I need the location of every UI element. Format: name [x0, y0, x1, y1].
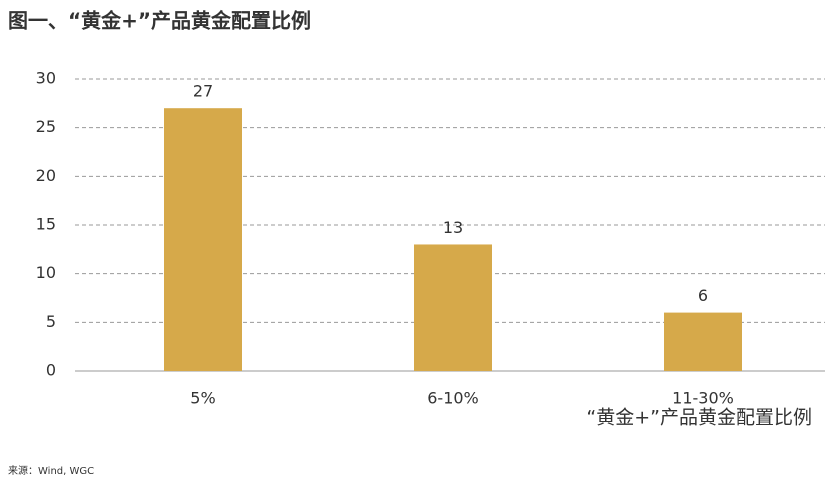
y-tick-label: 25	[36, 117, 56, 136]
y-tick-label: 0	[46, 361, 56, 380]
bar	[664, 312, 742, 371]
x-tick-label: 11-30%	[672, 389, 734, 408]
data-label: 6	[698, 286, 708, 305]
y-tick-label: 10	[36, 263, 56, 282]
y-tick-label: 30	[36, 69, 56, 88]
x-tick-label: 5%	[190, 389, 215, 408]
chart-title: 图一、“黄金+”产品黄金配置比例	[8, 9, 311, 33]
bar	[414, 244, 492, 371]
data-label: 27	[193, 82, 213, 101]
data-label: 13	[443, 218, 463, 237]
y-tick-label: 20	[36, 166, 56, 185]
x-axis-label: “黄金+”产品黄金配置比例	[586, 407, 812, 429]
y-tick-label: 15	[36, 215, 56, 234]
source-note: 来源：Wind, WGC	[8, 464, 94, 477]
y-tick-label: 5	[46, 312, 56, 331]
x-tick-label: 6-10%	[427, 389, 479, 408]
bar	[164, 108, 242, 371]
